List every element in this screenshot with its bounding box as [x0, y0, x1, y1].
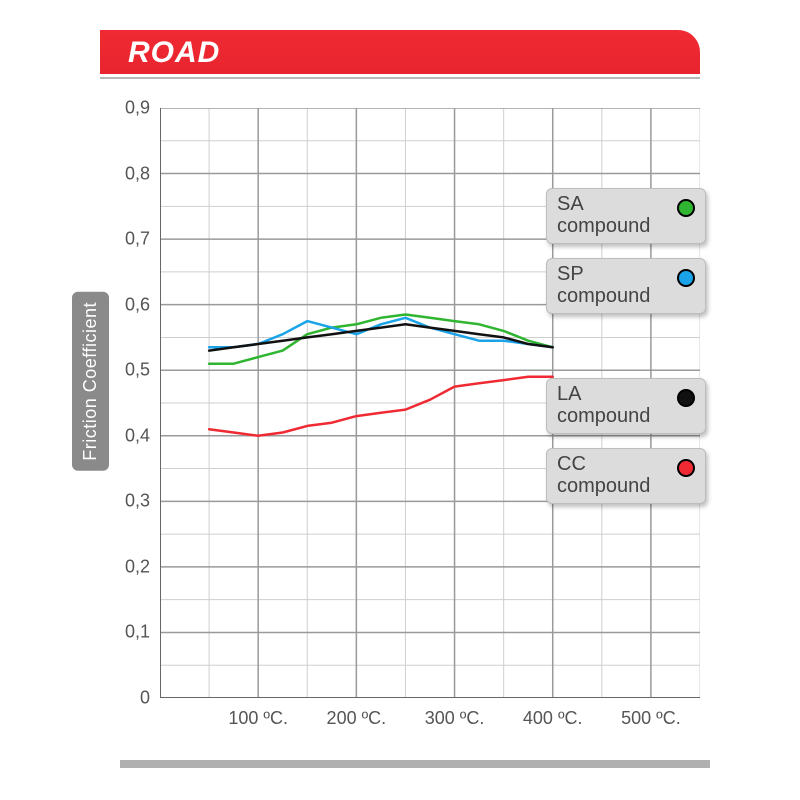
x-tick-label: 200 ºC. [327, 698, 387, 729]
x-tick-label: 100 ºC. [228, 698, 288, 729]
y-tick-label: 0,9 [125, 98, 160, 119]
legend-item-la: LAcompound [546, 378, 706, 434]
y-tick-label: 0,2 [125, 556, 160, 577]
y-tick-label: 0,8 [125, 163, 160, 184]
x-tick-label: 500 ºC. [621, 698, 681, 729]
legend-marker-sp [677, 269, 695, 287]
legend-marker-la [677, 389, 695, 407]
legend-marker-sa [677, 199, 695, 217]
title-underline [100, 77, 700, 79]
legend-marker-cc [677, 459, 695, 477]
y-axis-label: Friction Coefficient [72, 292, 109, 471]
y-tick-label: 0 [140, 688, 160, 709]
y-tick-label: 0,5 [125, 360, 160, 381]
legend-item-sa: SAcompound [546, 188, 706, 244]
x-tick-label: 400 ºC. [523, 698, 583, 729]
legend-item-sp: SPcompound [546, 258, 706, 314]
title-bar: ROAD [100, 30, 700, 74]
y-tick-label: 0,3 [125, 491, 160, 512]
title-text: ROAD [128, 36, 220, 69]
bottom-divider [120, 760, 710, 768]
y-tick-label: 0,1 [125, 622, 160, 643]
x-tick-label: 300 ºC. [425, 698, 485, 729]
y-tick-label: 0,6 [125, 294, 160, 315]
legend-item-cc: CCcompound [546, 448, 706, 504]
y-tick-label: 0,4 [125, 425, 160, 446]
y-tick-label: 0,7 [125, 229, 160, 250]
